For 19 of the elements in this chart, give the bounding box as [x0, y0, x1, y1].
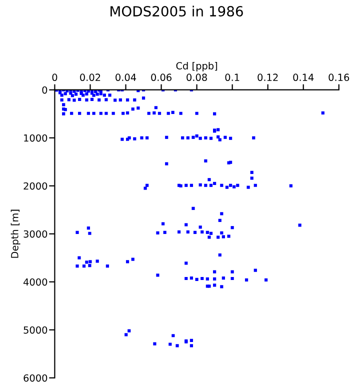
y-tick-label: 0: [42, 86, 48, 94]
x-tick-label: 0.02: [80, 74, 100, 82]
y-tick-label: 6000: [24, 374, 48, 382]
y-tick-label: 4000: [24, 278, 48, 286]
x-tick-label: 0.06: [151, 74, 172, 82]
y-tick-label: 3000: [24, 230, 48, 238]
x-tick-label: 0.04: [116, 74, 136, 82]
x-tick-label: 0.14: [293, 74, 314, 82]
x-axis-title: Cd [ppb]: [176, 62, 218, 72]
x-tick-label: 0.16: [328, 74, 350, 82]
y-axis-title: Depth [m]: [10, 210, 20, 258]
y-tick-label: 2000: [24, 182, 48, 190]
chart-title: MODS2005 in 1986: [110, 6, 243, 17]
x-tick-label: 0.12: [258, 74, 278, 82]
y-tick-label: 1000: [24, 134, 48, 142]
x-tick-label: 0.1: [225, 74, 240, 82]
y-tick-label: 5000: [24, 326, 48, 334]
x-tick-label: 0.08: [186, 74, 207, 82]
x-tick-label: 0: [52, 74, 58, 82]
